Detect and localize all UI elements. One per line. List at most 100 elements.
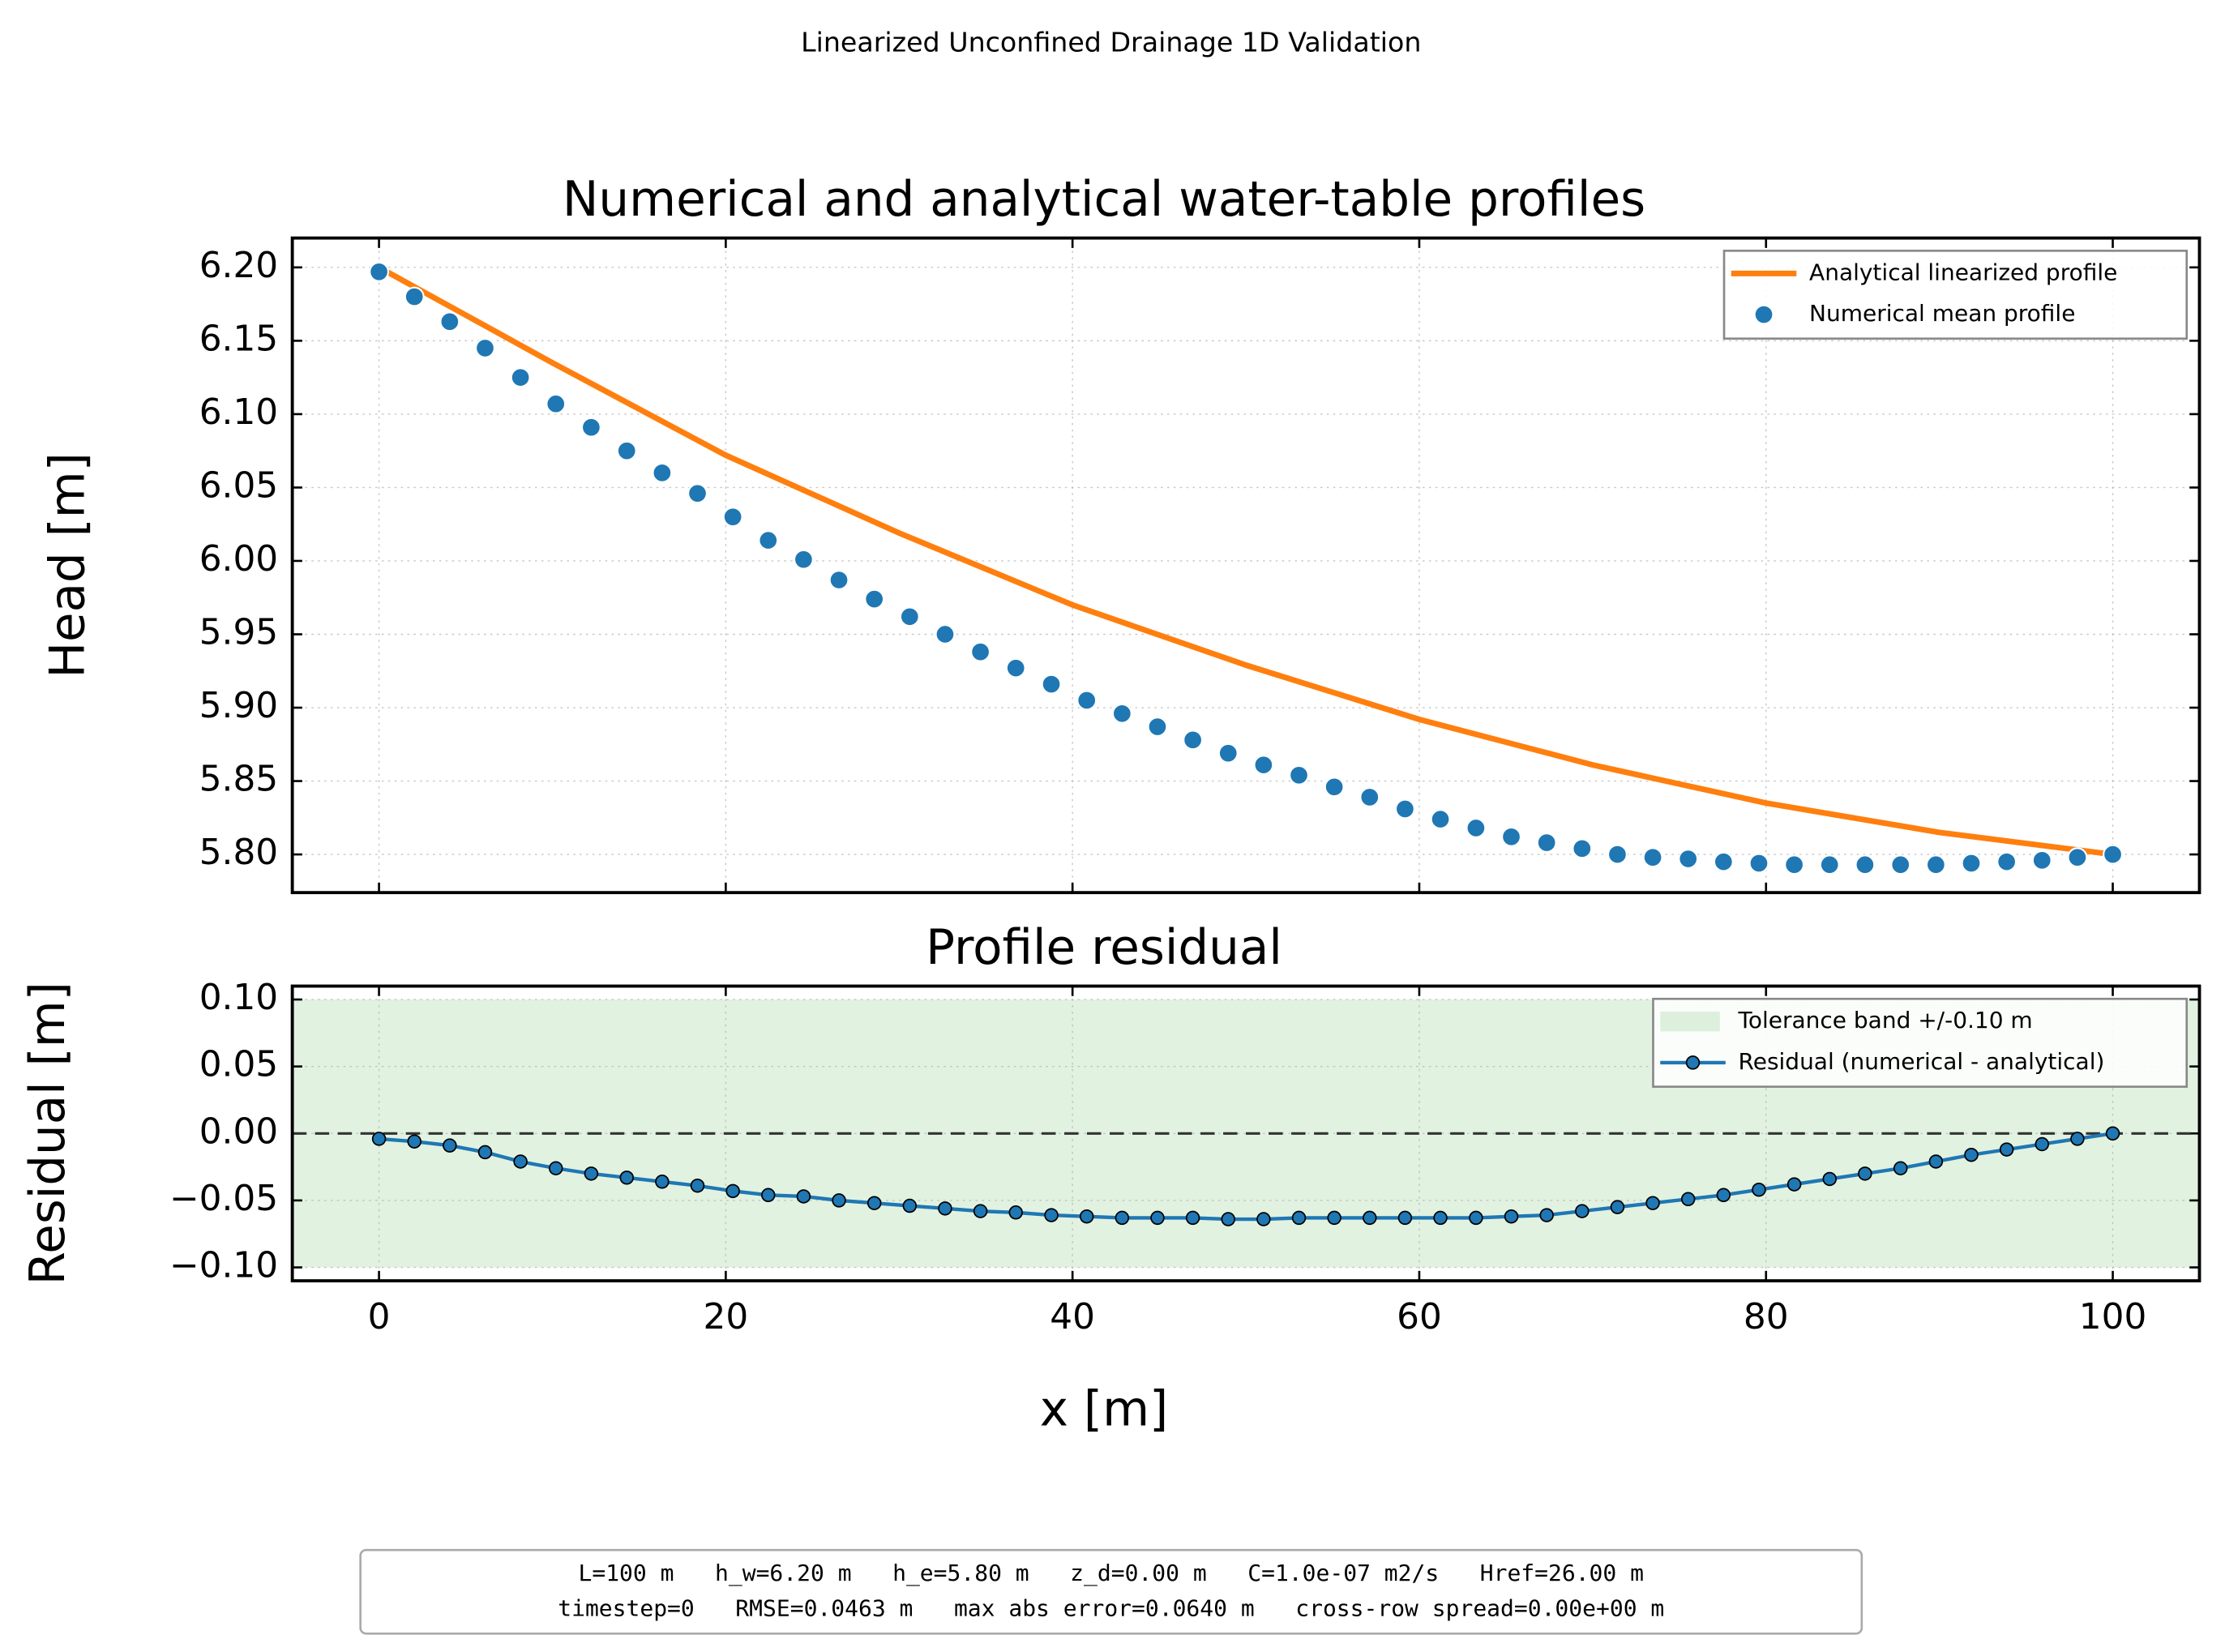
scatter-point <box>1289 764 1309 785</box>
marker <box>1964 1147 1979 1162</box>
marker <box>690 1178 705 1193</box>
axes-title: Numerical and analytical water-table pro… <box>563 172 1645 228</box>
scatter-point <box>1111 703 1132 724</box>
scatter-point <box>687 483 708 504</box>
scatter-point <box>616 440 637 461</box>
scatter-point <box>935 624 956 644</box>
y-tick-label: 0.00 <box>199 1111 278 1152</box>
marker <box>584 1166 599 1181</box>
scatter-point <box>510 367 531 388</box>
x-tick-label: 40 <box>1050 1296 1095 1337</box>
x-tick-label: 60 <box>1397 1296 1442 1337</box>
footer-box <box>359 1548 1863 1635</box>
scatter-point <box>970 641 991 662</box>
scatter-point <box>652 462 673 483</box>
axes-frame <box>290 236 2201 895</box>
scatter-point <box>864 588 885 610</box>
scatter-point <box>1076 690 1098 711</box>
marker <box>1716 1188 1731 1203</box>
marker <box>1044 1208 1059 1222</box>
scatter-point <box>369 261 390 282</box>
scatter-point <box>1536 832 1557 853</box>
footer-line: L=100 m h_w=6.20 m h_e=5.80 m z_d=0.00 m… <box>579 1560 1644 1587</box>
marker <box>655 1175 670 1189</box>
scatter-point <box>546 393 567 414</box>
marker <box>1327 1210 1341 1226</box>
scatter-point <box>1005 657 1026 678</box>
x-axis-label: x [m] <box>1040 1382 1169 1438</box>
marker <box>2105 1126 2120 1141</box>
y-tick-label: 6.00 <box>199 538 278 580</box>
scatter-point <box>722 507 743 528</box>
marker <box>1928 1154 1944 1169</box>
x-tick-label: 80 <box>1744 1296 1789 1337</box>
scatter-point <box>1961 853 1982 874</box>
y-tick-label: 5.90 <box>199 685 278 726</box>
marker <box>1291 1210 1307 1226</box>
marker <box>1150 1210 1165 1226</box>
marker <box>1433 1210 1448 1226</box>
marker <box>1645 1196 1660 1210</box>
marker <box>2070 1132 2085 1146</box>
scatter-point <box>580 417 601 438</box>
x-tick-label: 20 <box>704 1296 749 1337</box>
marker <box>902 1198 918 1213</box>
marker <box>1893 1161 1908 1175</box>
marker <box>371 1132 387 1146</box>
scatter-point <box>404 286 425 307</box>
scatter-point <box>1678 849 1699 869</box>
legend-label: Tolerance band +/-0.10 m <box>1738 1007 2033 1034</box>
marker <box>477 1145 493 1160</box>
scatter-point <box>1041 674 1062 695</box>
marker <box>832 1193 846 1208</box>
y-tick-label: 0.05 <box>199 1044 278 1085</box>
scatter-point <box>2103 844 2123 865</box>
scatter-point <box>1572 838 1593 859</box>
y-tick-label: −0.05 <box>169 1178 278 1219</box>
scatter-point <box>1713 851 1734 872</box>
axes-frame <box>290 984 2201 1282</box>
y-tick-label: −0.10 <box>169 1245 278 1286</box>
scatter-point <box>1359 787 1380 807</box>
marker <box>725 1183 740 1199</box>
marker <box>619 1171 634 1185</box>
marker <box>1822 1171 1838 1187</box>
y-tick-label: 6.10 <box>199 392 278 433</box>
marker <box>1008 1205 1023 1220</box>
legend-marker <box>1753 304 1774 325</box>
x-tick-label: 0 <box>368 1296 391 1337</box>
legend-box <box>1722 250 2189 340</box>
scatter-point <box>1784 854 1805 875</box>
marker <box>1539 1208 1554 1222</box>
marker <box>1858 1166 1872 1181</box>
marker <box>443 1138 457 1153</box>
scatter-point <box>1253 755 1274 776</box>
marker <box>1786 1177 1802 1192</box>
scatter-point <box>2031 850 2052 871</box>
legend-marker <box>1685 1055 1701 1070</box>
marker <box>761 1188 776 1203</box>
scatter-point <box>1855 854 1876 875</box>
scatter-point <box>1607 844 1628 865</box>
marker <box>1397 1210 1413 1226</box>
marker <box>1504 1209 1519 1224</box>
scatter-point <box>1642 847 1663 868</box>
scatter-point <box>1466 818 1487 838</box>
scatter-point <box>1925 854 1946 875</box>
marker <box>2035 1136 2050 1152</box>
footer-line: timestep=0 RMSE=0.0463 m max abs error=0… <box>558 1595 1664 1622</box>
scatter-point <box>793 549 814 570</box>
scatter-point <box>1147 717 1168 737</box>
scatter-point <box>1748 853 1769 874</box>
scatter-point <box>1501 826 1521 847</box>
legend-swatch <box>1660 1011 1720 1032</box>
scatter-point <box>1819 854 1840 875</box>
scatter-point <box>1217 743 1239 764</box>
legend-label: Residual (numerical - analytical) <box>1739 1048 2105 1075</box>
marker <box>1469 1210 1483 1226</box>
x-tick-label: 100 <box>2079 1296 2147 1337</box>
marker <box>1680 1192 1696 1206</box>
scatter-point <box>1890 854 1911 875</box>
scatter-point <box>2067 847 2088 868</box>
